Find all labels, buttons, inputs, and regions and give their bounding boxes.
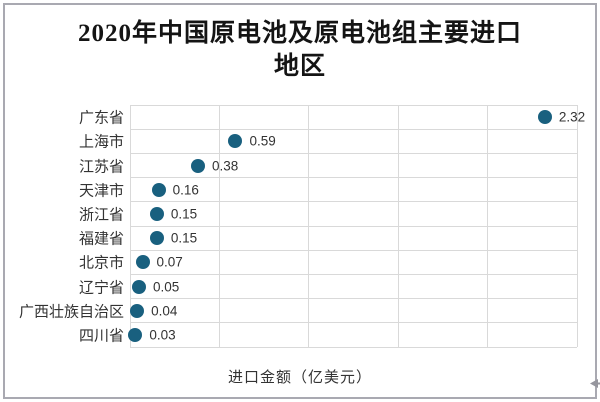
y-axis-tick-label: 广西壮族自治区 bbox=[18, 303, 124, 321]
y-axis-labels: 广东省上海市江苏省天津市浙江省福建省北京市辽宁省广西壮族自治区四川省 bbox=[6, 105, 124, 347]
data-point-dot bbox=[228, 134, 243, 149]
data-point-dot bbox=[135, 255, 150, 270]
plot-area: 2.32 0.59 0.38 0.16 0.15 0.15 0.07 0.05 0.04 0.03 bbox=[128, 104, 585, 348]
data-point-value-label: 0.07 bbox=[156, 254, 183, 270]
data-point-dot bbox=[190, 158, 205, 173]
data-point-dot bbox=[149, 206, 164, 221]
data-point-value-label: 0.04 bbox=[151, 303, 178, 319]
data-point-dot bbox=[130, 303, 145, 318]
chart-title-line1: 2020年中国原电池及原电池组主要进口 bbox=[77, 20, 522, 47]
data-point-dot bbox=[537, 110, 552, 125]
gridline-horizontal bbox=[130, 104, 577, 106]
gridline-horizontal bbox=[130, 201, 577, 203]
y-axis-tick-label: 北京市 bbox=[78, 254, 124, 272]
cursor-arrow-icon bbox=[589, 377, 600, 390]
gridline-horizontal bbox=[130, 152, 577, 154]
gridline-vertical bbox=[576, 105, 578, 347]
data-point-dot bbox=[128, 327, 143, 342]
data-point-value-label: 2.32 bbox=[558, 109, 586, 125]
y-axis-tick-label: 广东省 bbox=[78, 109, 124, 127]
y-axis-tick-label: 四川省 bbox=[78, 327, 124, 345]
data-point-value-label: 0.38 bbox=[211, 158, 239, 173]
y-axis-tick-label: 辽宁省 bbox=[78, 279, 124, 296]
data-point-dot bbox=[151, 182, 166, 197]
gridline-horizontal bbox=[130, 298, 577, 300]
gridline-horizontal bbox=[130, 225, 577, 227]
gridline-horizontal bbox=[130, 346, 577, 348]
data-point-value-label: 0.59 bbox=[249, 133, 276, 149]
data-point-value-label: 0.03 bbox=[149, 327, 176, 343]
gridline-horizontal bbox=[130, 273, 577, 275]
data-point-value-label: 0.16 bbox=[172, 182, 199, 198]
gridline-horizontal bbox=[130, 177, 577, 179]
chart-title-line2: 地区 bbox=[273, 53, 326, 80]
data-point-value-label: 0.15 bbox=[170, 230, 198, 246]
y-axis-tick-label: 上海市 bbox=[78, 133, 124, 151]
gridline-horizontal bbox=[130, 322, 577, 324]
x-axis-label: 进口金额（亿美元） bbox=[227, 369, 372, 386]
chart-title: 2020年中国原电池及原电池组主要进口 地区 bbox=[0, 17, 600, 83]
y-axis-tick-label: 天津市 bbox=[78, 182, 124, 200]
data-point-value-label: 0.15 bbox=[170, 206, 198, 222]
y-axis-tick-label: 福建省 bbox=[78, 230, 124, 248]
data-point-value-label: 0.05 bbox=[152, 279, 180, 294]
y-axis-tick-label: 江苏省 bbox=[78, 158, 124, 175]
gridline-horizontal bbox=[130, 128, 577, 130]
data-point-dot bbox=[131, 279, 146, 294]
y-axis-tick-label: 浙江省 bbox=[78, 206, 124, 224]
data-point-dot bbox=[149, 231, 164, 246]
gridline-horizontal bbox=[130, 249, 577, 251]
